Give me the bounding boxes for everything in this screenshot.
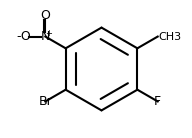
Text: -O: -O bbox=[17, 30, 31, 43]
Text: CH3: CH3 bbox=[158, 32, 181, 42]
Text: Br: Br bbox=[38, 95, 52, 108]
Text: +: + bbox=[45, 29, 52, 38]
Text: O: O bbox=[40, 9, 50, 22]
Text: N: N bbox=[41, 30, 50, 43]
Text: F: F bbox=[154, 95, 161, 108]
